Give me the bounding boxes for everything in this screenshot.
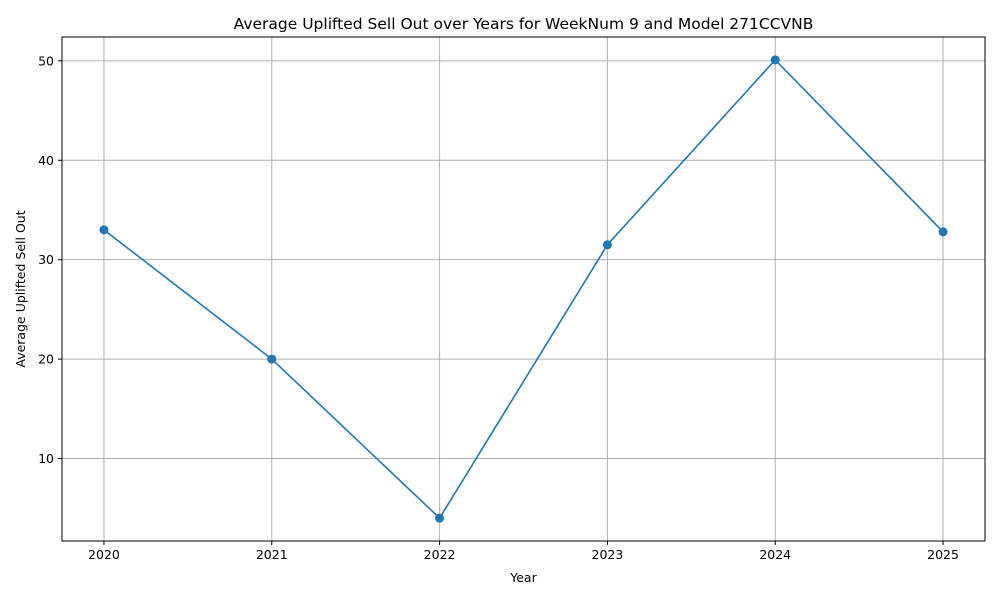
data-point — [602, 240, 612, 250]
x-tick-label: 2022 — [424, 547, 456, 562]
x-tick-label: 2020 — [88, 547, 120, 562]
y-tick-label: 50 — [38, 53, 54, 68]
y-tick-label: 10 — [38, 451, 54, 466]
y-tick-label: 30 — [38, 252, 54, 267]
x-tick-label: 2023 — [592, 547, 624, 562]
data-point — [99, 225, 109, 235]
x-axis-label: Year — [509, 570, 537, 585]
grid-lines — [62, 37, 985, 541]
y-tick-label: 20 — [38, 352, 54, 367]
chart-title: Average Uplifted Sell Out over Years for… — [234, 15, 814, 33]
data-point — [435, 513, 445, 523]
data-point — [267, 354, 277, 364]
axis-ticks: 2020 2021 2022 2023 2024 2025 10 20 30 40 50 — [38, 53, 959, 562]
series-line — [103, 58, 944, 520]
data-point — [938, 227, 948, 237]
x-tick-label: 2025 — [927, 547, 959, 562]
plot-frame — [61, 36, 986, 542]
x-tick-label: 2021 — [256, 547, 288, 562]
x-tick-label: 2024 — [759, 547, 791, 562]
data-point — [770, 55, 780, 65]
data-series — [99, 55, 948, 523]
y-axis-label: Average Uplifted Sell Out — [13, 210, 28, 367]
y-tick-label: 40 — [38, 153, 54, 168]
